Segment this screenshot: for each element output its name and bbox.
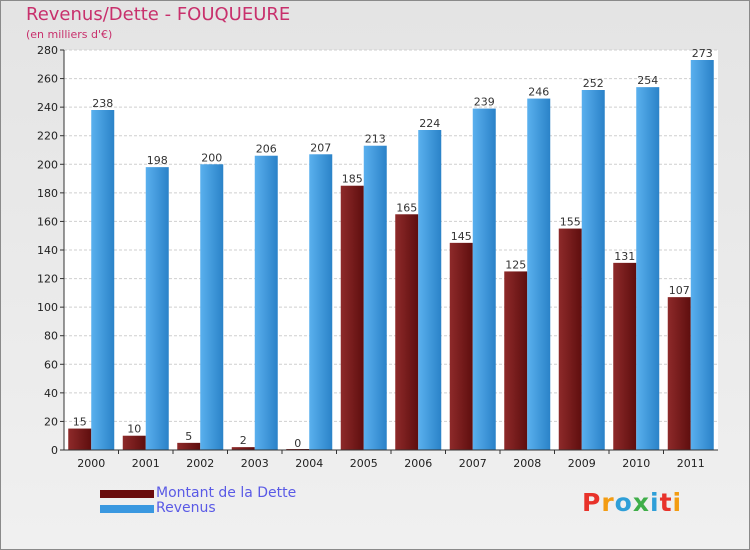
bar-dette [340,185,364,450]
x-tick-label: 2011 [677,457,705,470]
chart-subtitle: (en milliers d'€) [26,28,113,41]
legend-label-revenus: Revenus [156,500,216,516]
bar-dette [68,428,92,450]
logo-letter: t [659,488,673,517]
data-label-dette: 125 [505,258,526,271]
x-tick-label: 2009 [568,457,596,470]
data-label-revenus: 206 [256,143,277,156]
bar-dette [122,435,146,450]
logo-letter: i [650,488,660,517]
data-label-revenus: 252 [583,77,604,90]
proxiti-logo: Proxiti [582,488,682,517]
x-tick-label: 2004 [295,457,323,470]
bar-revenus [363,145,387,450]
y-tick-label: 20 [44,415,58,428]
x-tick-label: 2000 [77,457,105,470]
logo-letter: o [614,488,633,517]
data-label-dette: 131 [614,250,635,263]
legend-label-dette: Montant de la Dette [156,485,297,501]
data-label-revenus: 198 [147,154,168,167]
bar-dette [558,228,582,450]
bar-dette [449,242,473,450]
logo-letter: P [582,488,602,517]
data-label-dette: 15 [73,416,87,429]
bar-dette [667,297,691,450]
data-label-revenus: 207 [310,141,331,154]
y-axis: 0 20 40 60 80 100 120 140 160 180 200 220 240 260 280 [37,44,65,457]
x-tick-label: 2002 [186,457,214,470]
data-label-dette: 107 [669,284,690,297]
y-tick-label: 100 [37,301,58,314]
logo-letter: x [632,488,650,517]
x-axis: 2000 2001 2002 2003 2004 2005 2006 2007 2008 2009… [64,449,718,470]
data-label-dette: 145 [451,230,472,243]
data-label-revenus: 254 [637,74,658,87]
y-tick-label: 80 [44,330,58,343]
y-tick-label: 220 [37,130,58,143]
y-tick-label: 260 [37,73,58,86]
bar-revenus [636,87,660,451]
data-label-dette: 10 [127,423,141,436]
y-tick-label: 120 [37,273,58,286]
y-tick-label: 60 [44,358,58,371]
data-label-dette: 165 [396,201,417,214]
y-tick-label: 140 [37,244,58,257]
bars [68,60,714,451]
data-label-revenus: 246 [528,86,549,99]
data-label-revenus: 239 [474,96,495,109]
bar-dette [231,447,255,450]
logo-letter: i [672,488,683,517]
data-label-dette: 5 [185,430,192,443]
legend-swatch-revenus [100,504,154,513]
legend: Montant de la Dette Revenus [100,486,296,516]
bar-revenus [472,108,496,451]
x-tick-label: 2005 [350,457,378,470]
data-labels: 15 238 10 198 5 200 2 206 0 207 185 213 165 224 145 239… [73,47,713,450]
data-label-revenus: 200 [201,151,222,164]
y-tick-label: 40 [44,387,58,400]
data-label-revenus: 238 [92,97,113,110]
x-tick-label: 2010 [622,457,650,470]
data-label-dette: 185 [342,173,363,186]
bar-revenus [581,90,605,450]
bar-dette [504,271,528,450]
legend-item-dette: Montant de la Dette [100,486,296,501]
x-tick-label: 2007 [459,457,487,470]
data-label-revenus: 224 [419,117,440,130]
y-tick-label: 180 [37,187,58,200]
data-label-revenus: 213 [365,133,386,146]
logo-letter: r [601,488,615,517]
bar-revenus [200,164,224,451]
x-tick-label: 2006 [404,457,432,470]
legend-swatch-dette [100,489,154,498]
bar-revenus [418,130,442,450]
bar-revenus [527,98,551,451]
bar-revenus [690,60,714,450]
y-tick-label: 200 [37,158,58,171]
bar-revenus [254,155,278,450]
data-label-dette: 2 [240,434,247,447]
x-tick-label: 2008 [513,457,541,470]
bar-dette [177,442,201,450]
bar-dette [395,214,419,450]
y-tick-label: 280 [37,44,58,57]
x-tick-label: 2001 [132,457,160,470]
bar-revenus [145,167,169,450]
data-label-dette: 155 [560,216,581,229]
y-tick-label: 240 [37,101,58,114]
y-tick-label: 0 [51,444,58,457]
chart-title: Revenus/Dette - FOUQUEURE [26,4,291,25]
legend-item-revenus: Revenus [100,501,296,516]
bar-dette [613,262,637,450]
bar-revenus [309,154,333,451]
data-label-revenus: 273 [692,47,713,60]
bar-revenus [91,110,115,450]
y-tick-label: 160 [37,215,58,228]
data-label-dette: 0 [294,437,301,450]
x-tick-label: 2003 [241,457,269,470]
